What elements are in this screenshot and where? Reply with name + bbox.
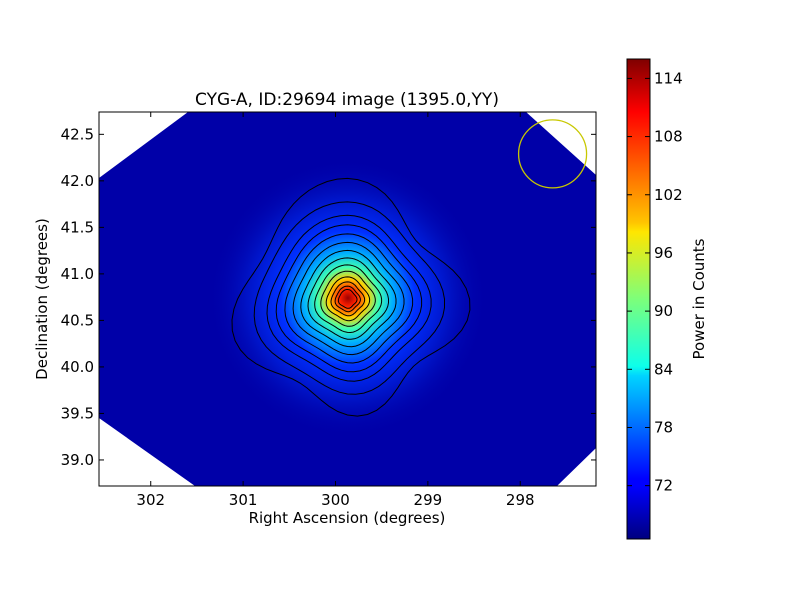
colorbar: 72 78 84 90 96 102 108 114 Power in Counts [626, 58, 708, 540]
chart-title: CYG-A, ID:29694 image (1395.0,YY) [195, 90, 499, 110]
contour-line [314, 264, 383, 334]
y-tick-label: 40.5 [61, 311, 94, 329]
plot-frame [98, 111, 597, 487]
plot-area: 302 301 300 299 298 39.0 39.5 40.0 40.5 41.0 41.5… [61, 111, 597, 509]
contour-line [337, 289, 358, 309]
colorbar-tick-label: 78 [654, 418, 673, 436]
x-tick-label: 301 [229, 491, 258, 509]
x-axis-ticks: 302 301 300 299 298 [136, 112, 535, 509]
y-tick-label: 41.0 [61, 265, 94, 283]
contour-line [231, 177, 471, 417]
y-axis-ticks: 39.0 39.5 40.0 40.5 41.0 41.5 42.0 42.5 [61, 125, 596, 469]
colorbar-tick-label: 114 [654, 69, 683, 87]
contour-line [266, 214, 432, 382]
y-tick-label: 39.0 [61, 451, 94, 469]
colorbar-tick-label: 84 [654, 360, 673, 378]
contour-lines [231, 177, 471, 417]
colorbar-tick-label: 102 [654, 186, 683, 204]
beam-circle [517, 119, 588, 189]
contour-line [320, 270, 376, 327]
source-emission [208, 158, 488, 438]
contour-line [284, 233, 414, 364]
colorbar-tick-label: 90 [654, 302, 673, 320]
y-tick-label: 42.0 [61, 172, 94, 190]
contour-line [300, 249, 397, 348]
y-tick-label: 39.5 [61, 404, 94, 422]
x-tick-label: 302 [136, 491, 165, 509]
colorbar-tick-label: 108 [654, 128, 683, 146]
contour-line [330, 281, 366, 317]
y-axis-label: Declination (degrees) [33, 218, 51, 380]
colorbar-tick-label: 96 [654, 244, 673, 262]
contour-line [292, 241, 405, 356]
colorbar-tick-label: 72 [654, 477, 673, 495]
x-tick-label: 298 [506, 491, 535, 509]
y-tick-label: 41.5 [61, 218, 94, 236]
colorbar-label: Power in Counts [690, 238, 708, 359]
x-tick-label: 299 [414, 491, 443, 509]
colorbar-gradient [626, 58, 651, 540]
x-tick-label: 300 [321, 491, 350, 509]
contour-line [253, 201, 445, 395]
contour-line [325, 276, 371, 322]
contour-line [334, 285, 361, 313]
y-tick-label: 42.5 [61, 125, 94, 143]
colorbar-ticks: 72 78 84 90 96 102 108 114 [627, 69, 683, 495]
y-tick-label: 40.0 [61, 358, 94, 376]
contour-line [307, 257, 389, 340]
contour-line [275, 224, 423, 373]
x-axis-label: Right Ascension (degrees) [249, 509, 446, 527]
